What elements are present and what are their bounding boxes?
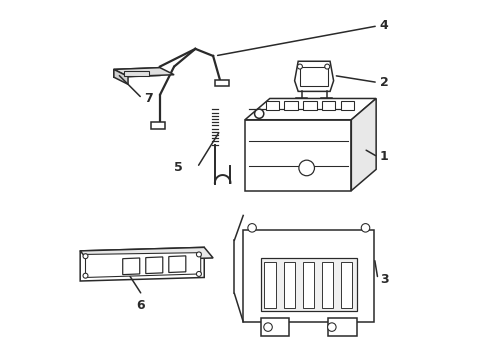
Polygon shape <box>85 253 201 278</box>
Text: 4: 4 <box>380 19 389 32</box>
Polygon shape <box>284 101 298 110</box>
Bar <box>322 261 333 307</box>
Circle shape <box>264 323 272 331</box>
Text: 7: 7 <box>144 92 153 105</box>
Text: 2: 2 <box>380 76 389 89</box>
Polygon shape <box>322 101 335 110</box>
Polygon shape <box>351 99 376 191</box>
Circle shape <box>255 109 264 118</box>
Polygon shape <box>146 257 163 274</box>
Bar <box>261 318 289 336</box>
Polygon shape <box>122 258 140 275</box>
Polygon shape <box>245 99 376 120</box>
Circle shape <box>83 273 88 278</box>
Bar <box>328 318 357 336</box>
Polygon shape <box>80 247 204 281</box>
Bar <box>300 67 328 86</box>
Bar <box>151 122 165 129</box>
Bar <box>265 261 276 307</box>
Circle shape <box>196 252 201 257</box>
Circle shape <box>325 64 330 69</box>
Text: 3: 3 <box>380 273 388 286</box>
Bar <box>215 80 229 86</box>
Circle shape <box>299 160 315 176</box>
Text: 5: 5 <box>174 161 183 174</box>
Polygon shape <box>294 61 334 91</box>
Bar <box>124 71 149 76</box>
Polygon shape <box>245 120 351 191</box>
Circle shape <box>248 224 256 232</box>
Polygon shape <box>114 68 174 77</box>
Circle shape <box>297 64 302 69</box>
Polygon shape <box>303 101 317 110</box>
Bar <box>341 261 352 307</box>
Text: 1: 1 <box>380 150 389 163</box>
Polygon shape <box>169 256 186 273</box>
FancyBboxPatch shape <box>243 230 374 322</box>
Bar <box>261 258 357 311</box>
Bar <box>303 261 314 307</box>
Polygon shape <box>266 101 279 110</box>
Polygon shape <box>114 69 128 84</box>
Polygon shape <box>80 247 213 261</box>
Circle shape <box>361 224 370 232</box>
Circle shape <box>83 254 88 259</box>
Polygon shape <box>341 101 354 110</box>
Text: 6: 6 <box>136 299 145 312</box>
Polygon shape <box>114 68 160 77</box>
Circle shape <box>328 323 336 331</box>
Circle shape <box>196 271 201 276</box>
Bar <box>284 261 295 307</box>
